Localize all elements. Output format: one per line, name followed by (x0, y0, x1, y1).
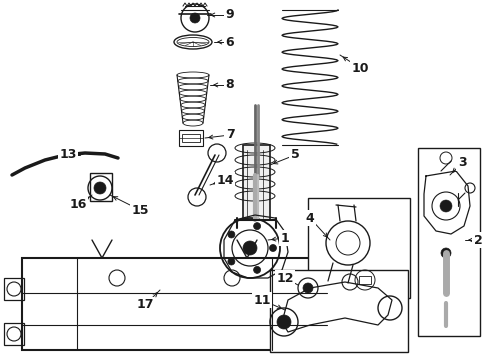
Circle shape (94, 182, 106, 194)
Circle shape (228, 231, 235, 238)
Text: 14: 14 (216, 174, 234, 186)
Bar (179, 130, 203, 146)
Text: 12: 12 (276, 271, 294, 284)
Text: 16: 16 (69, 198, 87, 211)
Circle shape (303, 283, 313, 293)
Circle shape (440, 200, 452, 212)
Bar (243, 145, 270, 220)
Circle shape (270, 244, 276, 252)
Bar (418, 148, 480, 336)
Circle shape (254, 222, 261, 230)
Text: 4: 4 (306, 211, 315, 225)
Circle shape (254, 266, 261, 273)
Bar (359, 276, 371, 284)
Text: 9: 9 (226, 9, 234, 22)
Bar (182, 134, 200, 142)
Bar (325, 278, 345, 300)
Bar (4, 323, 24, 345)
Text: 1: 1 (281, 231, 290, 244)
Text: 3: 3 (458, 157, 466, 170)
Text: 6: 6 (226, 36, 234, 49)
Text: 5: 5 (291, 148, 299, 162)
Bar (308, 198, 410, 298)
Bar (4, 278, 24, 300)
Bar (270, 270, 408, 352)
Circle shape (277, 315, 291, 329)
Text: 17: 17 (136, 298, 154, 311)
Bar (325, 323, 345, 345)
Circle shape (441, 248, 451, 258)
Circle shape (228, 258, 235, 265)
Text: 2: 2 (474, 234, 482, 247)
Bar (90, 173, 112, 201)
Circle shape (190, 13, 200, 23)
Circle shape (243, 241, 257, 255)
Text: 7: 7 (225, 129, 234, 141)
Text: 10: 10 (351, 62, 369, 75)
Text: 13: 13 (59, 148, 77, 162)
Text: 11: 11 (253, 293, 271, 306)
Text: 15: 15 (131, 203, 149, 216)
Bar (22, 258, 327, 350)
Text: 8: 8 (226, 78, 234, 91)
